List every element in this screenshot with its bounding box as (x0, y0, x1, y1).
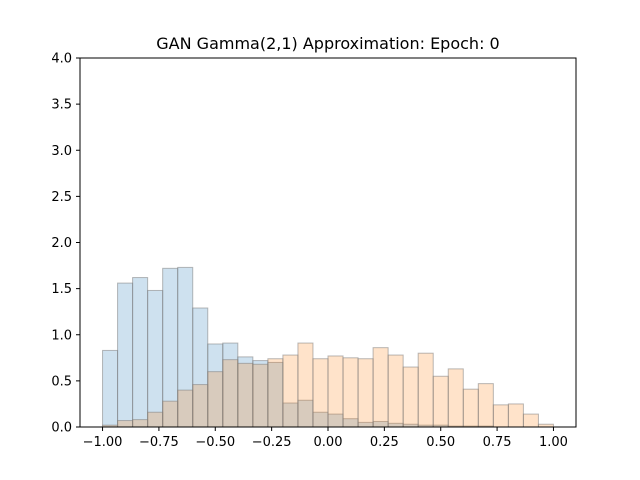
y-tick-label: 1.5 (51, 282, 72, 297)
histogram-bar-series-2 (462, 388, 479, 428)
y-tick-label: 3.5 (51, 98, 72, 113)
y-tick-label: 2.0 (51, 236, 72, 251)
plot-area: −1.00 −0.75 −0.50 −0.25 0.00 0.25 0.50 0.75 1.00… (51, 52, 577, 450)
x-tick-label: −0.25 (252, 435, 292, 450)
histogram-bar-series-2 (132, 419, 149, 428)
histogram-bar-series-2 (477, 383, 494, 428)
y-tick-label: 1.0 (51, 328, 72, 343)
histogram-bar-series-2 (192, 384, 209, 428)
histogram-bar-series-2 (387, 354, 404, 428)
histogram-bar-series-2 (282, 354, 299, 428)
histogram-bar-series-1 (147, 289, 164, 428)
histogram-bar-series-2 (147, 411, 164, 428)
y-tick-label: 0.0 (51, 421, 72, 436)
histogram-bar-series-2 (237, 362, 254, 428)
y-tick-label: 3.0 (51, 144, 72, 159)
histogram-bar-series-2 (507, 403, 524, 428)
histogram-bar-series-2 (117, 420, 134, 428)
x-tick-label: −1.00 (83, 435, 123, 450)
x-tick-label: 1.00 (539, 435, 568, 450)
x-tick-label: 0.75 (483, 435, 512, 450)
histogram-bar-series-2 (312, 358, 329, 428)
histogram-bar-series-2 (432, 375, 449, 428)
histogram-bar-series-2 (417, 352, 434, 428)
histogram-bar-series-2 (297, 342, 314, 428)
histogram-bar-series-1 (132, 277, 149, 428)
histogram-bar-series-2 (207, 371, 224, 428)
histogram-bar-series-2 (357, 358, 374, 428)
chart-title: GAN Gamma(2,1) Approximation: Epoch: 0 (156, 34, 499, 53)
histogram-bar-series-1 (117, 282, 134, 428)
histogram-bar-series-2 (402, 366, 419, 428)
x-tick-label: 0.50 (426, 435, 455, 450)
histogram-bar-series-1 (102, 349, 119, 428)
y-tick-label: 0.5 (51, 374, 72, 389)
histogram-bar-series-2 (492, 404, 509, 428)
histogram-bar-series-2 (447, 368, 464, 428)
histogram-bar-series-2 (522, 413, 539, 428)
y-tick-label: 4.0 (51, 52, 72, 67)
histogram-bar-series-2 (162, 400, 179, 428)
x-tick-label: −0.75 (139, 435, 179, 450)
x-tick-label: 0.25 (370, 435, 399, 450)
histogram-bar-series-2 (342, 357, 359, 428)
histogram-bar-series-2 (222, 359, 239, 428)
y-tick-label: 2.5 (51, 190, 72, 205)
histogram-bar-series-2 (252, 363, 269, 428)
x-tick-label: −0.50 (195, 435, 235, 450)
histogram-bar-series-2 (177, 389, 194, 428)
x-tick-label: 0.00 (314, 435, 343, 450)
histogram-bar-series-2 (267, 358, 284, 428)
histogram-bar-series-2 (327, 355, 344, 428)
histogram-bar-series-2 (372, 347, 389, 428)
